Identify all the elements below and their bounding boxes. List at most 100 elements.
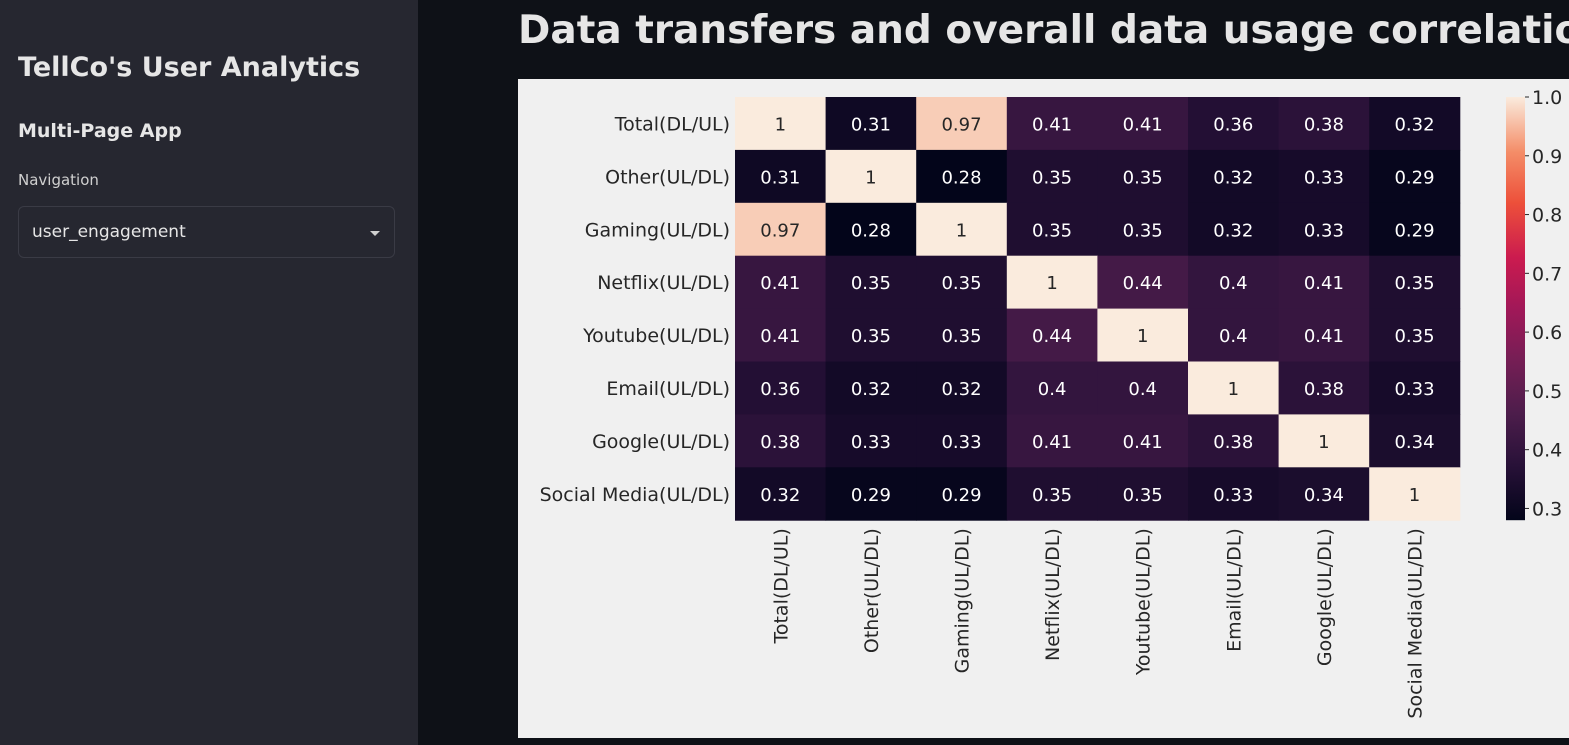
- column-label: Email(UL/DL): [1223, 528, 1245, 652]
- heatmap-cell: [825, 414, 917, 468]
- row-label: Email(UL/DL): [606, 378, 730, 400]
- heatmap-cell: [825, 361, 917, 415]
- heatmap-cell: [1369, 149, 1461, 204]
- cell-value-label: 0.35: [1123, 485, 1163, 506]
- cell-value-label: 0.32: [1213, 167, 1253, 188]
- cell-value-label: 0.32: [1394, 114, 1434, 135]
- heatmap-cell: [1188, 97, 1280, 151]
- heatmap-cell: [1278, 414, 1370, 468]
- cell-value-label: 0.4: [1219, 273, 1248, 294]
- cell-value-label: 1: [1409, 485, 1420, 506]
- colorbar-tick-label: 0.6: [1532, 322, 1562, 344]
- heatmap-cell: [1278, 308, 1370, 362]
- column-label: Gaming(UL/DL): [952, 528, 974, 673]
- cell-value-label: 0.35: [1394, 273, 1434, 294]
- cell-value-label: 0.41: [760, 326, 800, 347]
- cell-value-label: 0.35: [941, 273, 981, 294]
- heatmap-cell: [1006, 414, 1098, 468]
- cell-value-label: 0.36: [760, 379, 800, 400]
- cell-value-label: 1: [956, 220, 967, 241]
- heatmap-cell: [1006, 467, 1098, 521]
- heatmap-cell: [1097, 414, 1189, 468]
- heatmap-cell: [1278, 255, 1370, 310]
- heatmap-cell: [916, 202, 1008, 257]
- heatmap-cell: [735, 202, 827, 257]
- cell-value-label: 0.32: [941, 379, 981, 400]
- colorbar-tick-label: 1.0: [1532, 87, 1562, 109]
- navigation-select[interactable]: user_engagement: [18, 206, 395, 258]
- heatmap-cell: [735, 361, 827, 415]
- heatmap-cell: [735, 308, 827, 362]
- heatmap-cell: [1188, 202, 1280, 257]
- cell-value-label: 0.31: [851, 114, 891, 135]
- cell-value-label: 0.28: [851, 220, 891, 241]
- cell-value-label: 0.35: [1123, 167, 1163, 188]
- cell-value-label: 0.4: [1038, 379, 1067, 400]
- heatmap-cell: [735, 149, 827, 204]
- row-label: Social Media(UL/DL): [540, 484, 730, 506]
- cell-value-label: 0.38: [1213, 432, 1253, 453]
- cell-value-label: 0.38: [760, 432, 800, 453]
- heatmap-cell: [735, 467, 827, 521]
- heatmap-cell: [916, 255, 1008, 310]
- heatmap-cell: [1188, 308, 1280, 362]
- heatmap-cell: [1006, 97, 1098, 151]
- heatmap-cell: [1278, 361, 1370, 415]
- cell-value-label: 1: [865, 167, 876, 188]
- navigation-label: Navigation: [18, 171, 99, 189]
- heatmap-cell: [1097, 361, 1189, 415]
- cell-value-label: 0.33: [1213, 485, 1253, 506]
- heatmap-cell: [735, 97, 827, 151]
- cell-value-label: 1: [1137, 326, 1148, 347]
- heatmap-chart: 1 0.31 0.97 0.41 0.41 0.36 0.38 0.32 0.31 1 0.28 0.…: [518, 79, 1569, 738]
- heatmap-cell: [735, 414, 827, 468]
- column-label: Social Media(UL/DL): [1405, 528, 1427, 718]
- heatmap-cell: [1097, 149, 1189, 204]
- heatmap-cell: [825, 255, 917, 310]
- heatmap-cell: [1188, 149, 1280, 204]
- sidebar-title: TellCo's User Analytics: [18, 52, 361, 83]
- heatmap-cell: [1278, 467, 1370, 521]
- heatmap-cell: [825, 467, 917, 521]
- heatmap-cell: [1097, 255, 1189, 310]
- cell-value-label: 1: [1318, 432, 1329, 453]
- column-label: Youtube(UL/DL): [1133, 528, 1155, 676]
- chevron-down-icon[interactable]: [370, 231, 380, 236]
- heatmap-cell: [1369, 202, 1461, 257]
- cell-value-label: 0.41: [1032, 114, 1072, 135]
- heatmap-cell: [1188, 255, 1280, 310]
- cell-value-label: 0.44: [1123, 273, 1163, 294]
- heatmap-cell: [1369, 414, 1461, 468]
- heatmap-cell: [1006, 149, 1098, 204]
- heatmap-cell: [916, 149, 1008, 204]
- heatmap-cell: [1278, 149, 1370, 204]
- cell-value-label: 0.35: [1032, 220, 1072, 241]
- heatmap-cell: [1369, 308, 1461, 362]
- heatmap-cell: [1369, 467, 1461, 521]
- cell-value-label: 0.29: [1394, 167, 1434, 188]
- cell-value-label: 0.41: [760, 273, 800, 294]
- cell-value-label: 0.32: [1213, 220, 1253, 241]
- sidebar: TellCo's User Analytics Multi-Page App N…: [0, 0, 418, 745]
- row-label: Youtube(UL/DL): [582, 325, 730, 347]
- heatmap-cell: [1278, 97, 1370, 151]
- heatmap-svg: 1 0.31 0.97 0.41 0.41 0.36 0.38 0.320.31 1 0.28 0.…: [540, 87, 1563, 719]
- heatmap-cell: [825, 308, 917, 362]
- navigation-selected-value: user_engagement: [32, 222, 186, 242]
- cell-value-label: 0.33: [941, 432, 981, 453]
- cell-value-label: 0.33: [851, 432, 891, 453]
- colorbar-tick-label: 0.9: [1532, 146, 1562, 168]
- cell-value-label: 0.28: [941, 167, 981, 188]
- heatmap-cell: [916, 97, 1008, 151]
- cell-value-label: 0.35: [851, 326, 891, 347]
- heatmap-cell: [1369, 97, 1461, 151]
- cell-value-label: 0.41: [1032, 432, 1072, 453]
- heatmap-cell: [1278, 202, 1370, 257]
- heatmap-cell: [825, 149, 917, 204]
- sidebar-subtitle: Multi-Page App: [18, 120, 182, 142]
- heatmap-cell: [1369, 361, 1461, 415]
- cell-value-label: 0.44: [1032, 326, 1072, 347]
- cell-value-label: 0.33: [1304, 167, 1344, 188]
- cell-value-label: 0.32: [760, 485, 800, 506]
- cell-value-label: 0.35: [1123, 220, 1163, 241]
